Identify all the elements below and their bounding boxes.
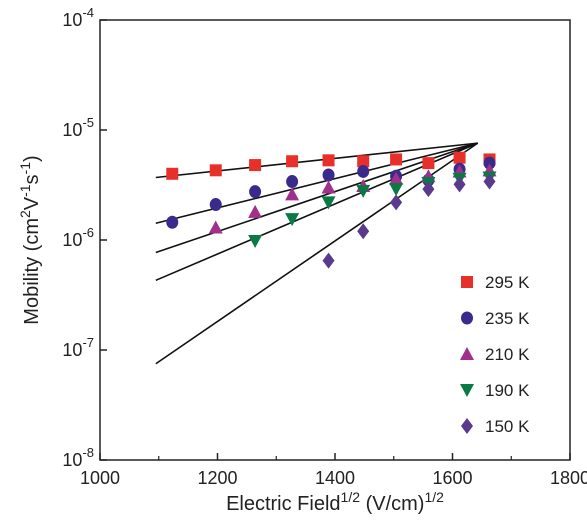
x-tick-label: 1600: [432, 468, 472, 488]
data-point: [248, 204, 263, 218]
data-point: [422, 157, 435, 170]
legend-marker: [460, 384, 474, 397]
x-tick-label: 1200: [197, 468, 237, 488]
x-axis: 1000 1200 1400 1600 1800: [80, 453, 587, 488]
legend-label: 150 K: [485, 417, 530, 436]
data-point: [249, 159, 262, 172]
legend-label: 190 K: [485, 381, 530, 400]
data-point: [357, 155, 370, 168]
data-point: [285, 187, 300, 201]
data-point: [322, 168, 335, 182]
data-point: [322, 252, 335, 269]
legend-marker: [461, 311, 473, 325]
data-point: [483, 156, 496, 170]
data-point: [390, 194, 403, 211]
data-points: [166, 151, 497, 269]
legend-marker: [461, 276, 473, 288]
x-tick-label: 1400: [315, 468, 355, 488]
data-point: [286, 155, 299, 168]
data-point: [285, 213, 300, 227]
data-point: [356, 184, 371, 198]
data-point: [453, 151, 466, 164]
data-point: [321, 180, 336, 194]
data-point: [166, 167, 179, 180]
data-point: [483, 173, 496, 190]
legend-label: 235 K: [485, 309, 530, 328]
legend-marker: [461, 418, 473, 434]
data-point: [208, 220, 223, 234]
data-point: [357, 164, 370, 178]
y-axis: 10-8 10-7 10-6 10-5 10-4: [62, 5, 107, 470]
x-tick-label: 1800: [550, 468, 587, 488]
data-point: [321, 196, 336, 210]
data-point: [322, 154, 335, 167]
y-axis-title: Mobility (cm2V-1s-1): [17, 155, 43, 324]
data-point: [389, 171, 404, 185]
legend-label: 210 K: [485, 345, 530, 364]
fit-line: [155, 142, 478, 225]
data-point: [209, 198, 222, 212]
data-point: [166, 215, 179, 229]
y-tick-label: 10-7: [62, 335, 94, 360]
data-point: [453, 176, 466, 193]
fit-line: [155, 142, 478, 179]
data-point: [389, 183, 404, 197]
y-tick-label: 10-5: [62, 115, 94, 140]
data-point: [248, 234, 263, 248]
legend: 295 K 235 K 210 K 190 K 150 K: [460, 273, 530, 436]
data-point: [209, 164, 222, 177]
data-point: [422, 181, 435, 198]
y-tick-label: 10-6: [62, 225, 94, 250]
y-tick-label: 10-4: [62, 5, 94, 30]
legend-label: 295 K: [485, 273, 530, 292]
data-point: [357, 223, 370, 240]
data-point: [249, 185, 262, 199]
y-tick-label: 10-8: [62, 445, 94, 470]
legend-marker: [460, 347, 474, 360]
data-point: [286, 175, 299, 189]
data-point: [390, 153, 403, 166]
x-axis-title: Electric Field1/2 (V/cm)1/2: [226, 489, 444, 515]
x-tick-label: 1000: [80, 468, 120, 488]
